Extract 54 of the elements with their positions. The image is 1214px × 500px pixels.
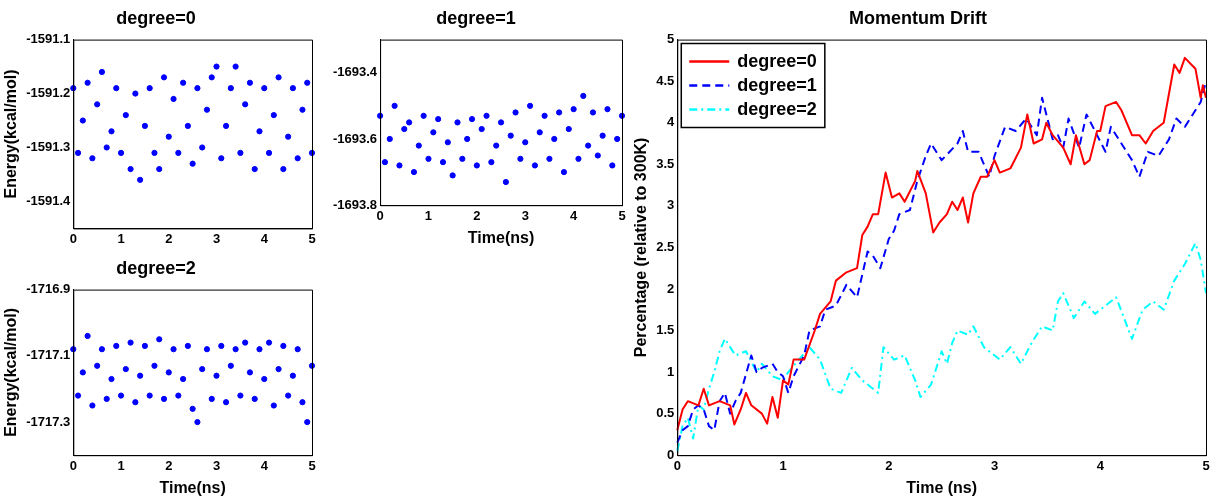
x-tick-label: 5 (618, 207, 626, 223)
y-axis-title: Percentage (relative to 300K) (632, 137, 650, 358)
x-tick-label: 3 (990, 457, 999, 473)
legend-label: degree=0 (737, 50, 817, 71)
x-tick-label: 4 (570, 207, 578, 223)
chart-title: Momentum Drift (849, 7, 987, 28)
x-tick-label: 1 (117, 457, 125, 473)
y-tick-label: -1693.6 (333, 130, 378, 146)
y-tick-label: 5 (667, 31, 675, 47)
y-tick-label: 4.5 (656, 72, 675, 88)
x-axis-title: Time(ns) (467, 228, 535, 246)
x-tick-label: 1 (779, 457, 787, 473)
x-tick-label: 2 (165, 457, 173, 473)
x-tick-label: 4 (260, 230, 269, 246)
y-tick-label: 3.5 (656, 155, 675, 171)
chart-title: degree=0 (116, 7, 196, 28)
y-tick-label: 3 (667, 197, 675, 213)
x-tick-label: 5 (308, 457, 316, 473)
y-tick-label: -1717.1 (26, 347, 71, 363)
x-tick-label: 2 (885, 457, 893, 473)
x-tick-label: 1 (117, 230, 125, 246)
chart-title: degree=1 (436, 7, 516, 28)
x-axis-title: Time (ns) (906, 478, 978, 496)
y-tick-label: -1693.4 (333, 64, 378, 80)
y-tick-label: 1 (667, 363, 675, 379)
x-tick-label: 1 (424, 207, 433, 223)
x-tick-label: 4 (1096, 457, 1105, 473)
y-tick-label: -1717.3 (26, 413, 71, 429)
x-tick-label: 3 (212, 457, 221, 473)
y-tick-label: 4 (667, 114, 676, 130)
y-tick-label: 0 (667, 446, 675, 462)
y-tick-label: -1591.1 (26, 31, 71, 47)
y-axis-title: Energy(kcal/mol) (2, 307, 20, 437)
x-tick-label: 2 (473, 207, 481, 223)
y-tick-label: 0.5 (656, 405, 675, 421)
y-tick-label: -1591.3 (26, 139, 71, 155)
x-tick-label: 2 (165, 230, 173, 246)
chart-title: degree=2 (116, 257, 196, 278)
x-tick-label: 4 (260, 457, 269, 473)
y-tick-label: -1591.2 (26, 85, 71, 101)
legend-label: degree=1 (737, 74, 817, 95)
legend-label: degree=2 (737, 98, 817, 119)
y-tick-label: -1591.4 (26, 193, 72, 209)
y-tick-label: -1693.8 (333, 196, 378, 212)
y-tick-label: 2.5 (656, 238, 675, 254)
x-tick-label: 3 (212, 230, 221, 246)
y-tick-label: 2 (667, 280, 675, 296)
x-tick-label: 3 (521, 207, 529, 223)
y-axis-title: Energy(kcal/mol) (2, 69, 20, 199)
y-tick-label: 1.5 (656, 322, 675, 338)
x-tick-label: 5 (308, 230, 316, 246)
y-tick-label: -1716.9 (26, 281, 71, 297)
x-tick-label: 5 (1202, 457, 1210, 473)
x-axis-title: Time(ns) (159, 478, 226, 496)
